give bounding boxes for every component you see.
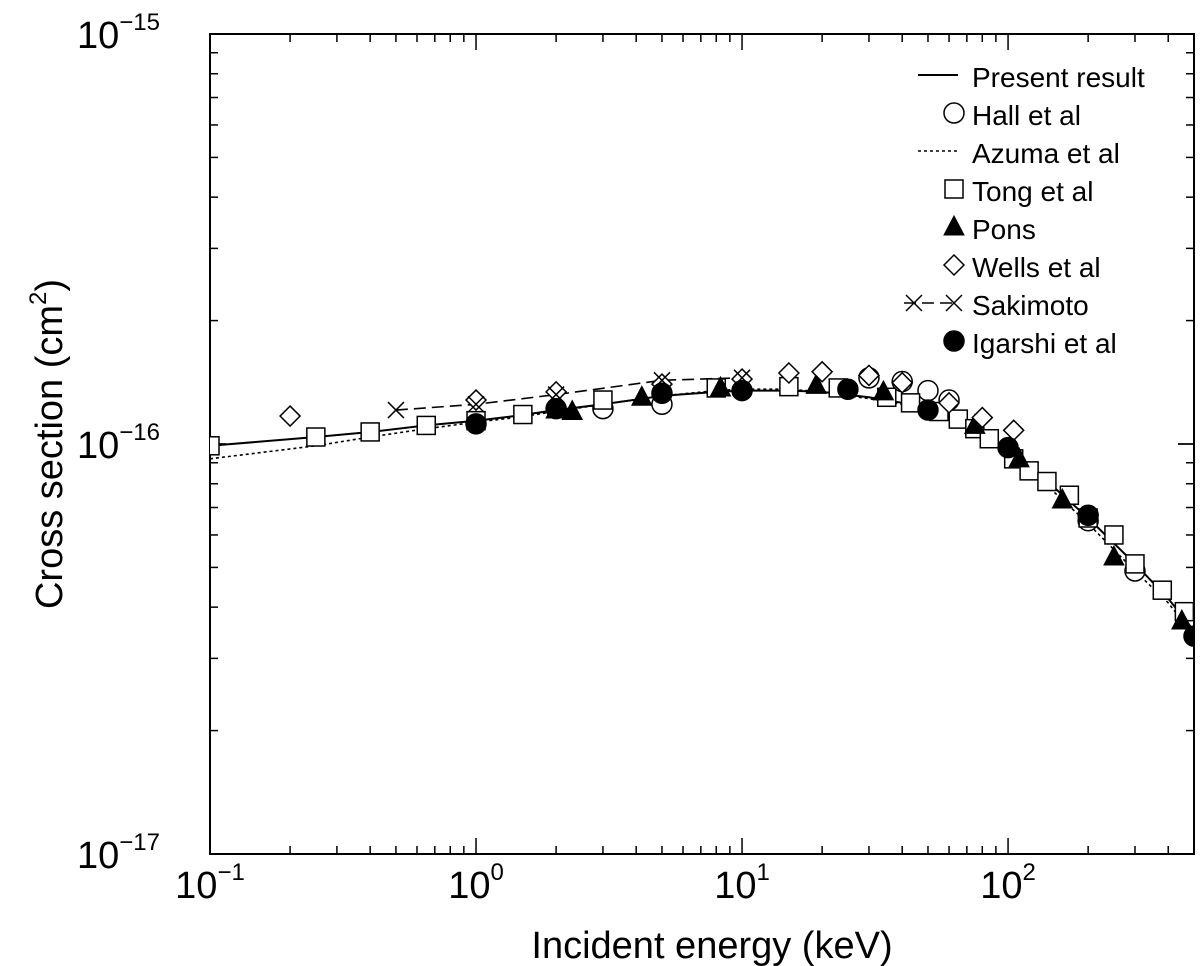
data-point — [917, 399, 939, 421]
data-point — [593, 390, 613, 410]
data-point — [1152, 580, 1173, 600]
legend-label: Pons — [972, 214, 1036, 245]
data-point — [651, 382, 673, 404]
x-tick-label: 10−1 — [175, 859, 245, 907]
data-point — [387, 401, 405, 419]
y-tick-label: 10−15 — [77, 9, 160, 57]
legend-marker — [943, 102, 965, 124]
data-point — [709, 375, 732, 397]
data-point — [1183, 625, 1194, 647]
data-point — [937, 391, 961, 414]
data-point — [1103, 544, 1125, 566]
data-point — [837, 378, 859, 400]
data-point — [630, 385, 653, 406]
data-point — [1051, 487, 1074, 509]
legend-label: Wells et al — [972, 252, 1101, 283]
x-tick-label: 101 — [714, 859, 770, 907]
legend-label: Hall et al — [972, 100, 1081, 131]
x-tick-label: 102 — [980, 859, 1036, 907]
legend: Present result Hall et al Azuma et al Tong … — [904, 62, 1145, 359]
data-point — [777, 361, 800, 385]
data-marks — [210, 360, 1194, 647]
data-point — [279, 404, 302, 428]
series-line — [210, 389, 1194, 632]
legend-marker — [943, 330, 965, 352]
data-point — [465, 413, 487, 435]
data-point — [464, 388, 488, 412]
data-point — [900, 393, 921, 413]
series-line — [395, 377, 743, 411]
data-point — [997, 436, 1019, 459]
data-point — [1170, 608, 1193, 630]
data-point — [513, 404, 533, 425]
legend-marker — [942, 253, 966, 277]
legend-label: Igarshi et al — [972, 328, 1117, 359]
data-point — [872, 379, 895, 401]
series-line — [210, 388, 1194, 637]
data-point — [917, 379, 939, 402]
y-tick-label: 10−16 — [77, 419, 160, 467]
data-point — [306, 427, 326, 447]
data-point — [360, 422, 380, 442]
data-point — [1037, 471, 1057, 492]
data-point — [210, 436, 220, 456]
data-point — [805, 373, 828, 394]
legend-marker — [944, 179, 964, 199]
y-axis-label: Cross section (cm2) — [25, 279, 71, 609]
data-point — [1077, 504, 1099, 527]
legend-marker — [943, 214, 965, 236]
data-point — [971, 406, 994, 429]
data-point — [948, 409, 969, 429]
data-point — [1104, 525, 1124, 545]
legend-label: Sakimoto — [972, 290, 1089, 321]
tick-labels: 10−1 100 101 102 10−17 10−16 10−15 — [77, 9, 1036, 907]
y-tick-label: 10−17 — [77, 829, 160, 877]
data-point — [467, 395, 485, 413]
legend-label: Tong et al — [972, 176, 1093, 207]
data-point — [979, 428, 1000, 449]
y-axis-label-sup: 2 — [25, 292, 52, 305]
data-point — [731, 379, 753, 402]
legend-marker — [905, 294, 923, 312]
data-point — [1125, 554, 1145, 574]
data-point — [811, 360, 834, 383]
y-axis-label-main: Cross section (cm — [29, 305, 71, 609]
y-axis-label-close: ) — [29, 279, 71, 292]
data-point — [1008, 446, 1030, 468]
data-point — [416, 415, 437, 436]
x-tick-label: 100 — [448, 859, 504, 907]
data-point — [891, 371, 914, 394]
data-point — [545, 397, 567, 420]
x-axis-label: Incident energy (keV) — [531, 925, 892, 966]
data-point — [857, 364, 881, 387]
legend-marker — [945, 294, 963, 312]
legend-label: Present result — [972, 62, 1145, 93]
legend-label: Azuma et al — [972, 138, 1120, 169]
data-point — [561, 399, 584, 421]
